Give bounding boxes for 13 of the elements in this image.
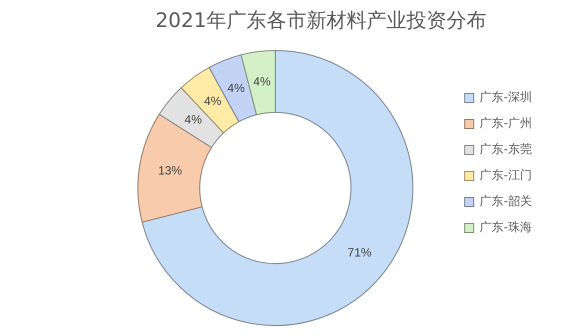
data-label: 4%: [253, 74, 271, 89]
legend-label: 广东-东莞: [480, 142, 532, 156]
data-label: 4%: [227, 81, 246, 96]
legend-label: 广东-珠海: [480, 220, 532, 234]
chart-title: 2021年广东各市新材料产业投资分布: [156, 8, 486, 32]
data-label: 4%: [204, 94, 222, 108]
legend-label: 广东-江门: [480, 168, 532, 182]
legend-label: 广东-深圳: [480, 90, 532, 104]
data-label: 4%: [184, 112, 202, 126]
data-label: 71%: [348, 246, 372, 260]
data-label: 13%: [158, 164, 182, 178]
legend-label: 广东-韶关: [480, 194, 532, 208]
legend-label: 广东-广州: [480, 116, 532, 130]
